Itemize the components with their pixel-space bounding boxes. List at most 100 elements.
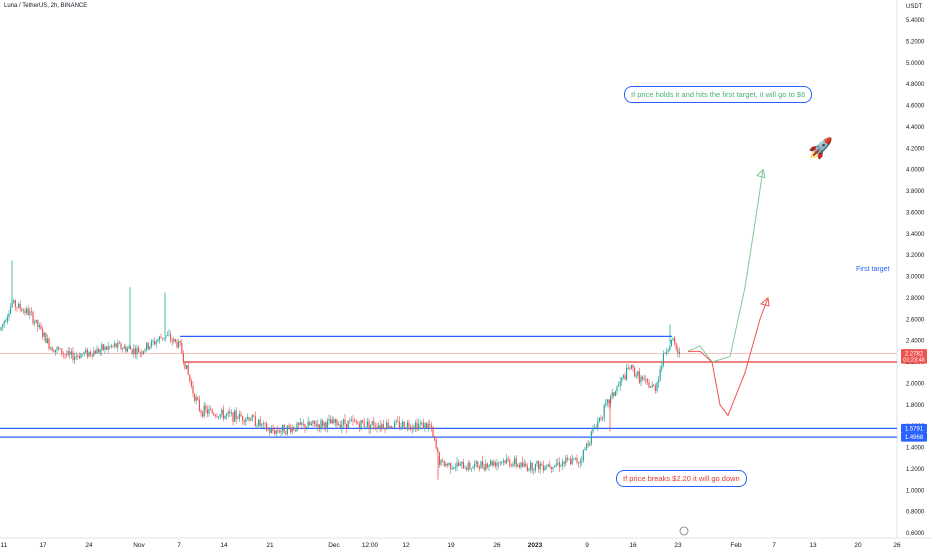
candle-body — [152, 341, 154, 342]
candle-body — [88, 351, 90, 357]
candle-body — [589, 443, 591, 446]
candle-body — [45, 332, 47, 344]
bullish-callout[interactable]: If price holds it and hits the first tar… — [624, 86, 813, 103]
candle-body — [59, 348, 61, 350]
candle-body — [483, 466, 485, 470]
candle-body — [301, 422, 303, 425]
bearish-callout[interactable]: If price breaks $2.20 it will go down — [616, 470, 747, 487]
candle-body — [277, 430, 279, 432]
candle-body — [270, 428, 272, 433]
candle-body — [29, 311, 31, 316]
candle-body — [581, 460, 583, 462]
candle-body — [363, 422, 365, 427]
candle-body — [339, 424, 341, 429]
candle-body — [488, 465, 490, 467]
candle-body — [213, 413, 215, 416]
y-tick-label: 1.2000 — [906, 467, 925, 473]
candle-body — [282, 424, 284, 431]
candle-body — [410, 426, 412, 430]
candle-body — [678, 351, 680, 354]
candle-body — [571, 458, 573, 465]
candle-body — [272, 428, 274, 431]
y-tick-label: 3.0000 — [906, 275, 925, 281]
candle-body — [168, 334, 170, 336]
candle-body — [619, 381, 621, 386]
candle-body — [459, 463, 461, 466]
candle-body — [128, 347, 130, 349]
candle-body — [56, 347, 58, 350]
candle-body — [502, 460, 504, 463]
candle-body — [242, 416, 244, 421]
candle-body — [256, 426, 258, 427]
candle-body — [178, 341, 180, 348]
candle-body — [190, 381, 192, 387]
y-tick-label: 3.2000 — [906, 253, 925, 259]
candle-body — [110, 345, 112, 347]
candle-body — [574, 457, 576, 459]
candle-body — [101, 344, 103, 351]
candle-body — [61, 348, 63, 354]
candle-body — [669, 346, 671, 351]
candle-body — [661, 365, 663, 370]
candle-body — [307, 421, 309, 428]
x-tick-label: 20 — [854, 542, 862, 549]
candle-body — [189, 374, 191, 382]
candle-body — [6, 317, 8, 322]
candle-body — [74, 356, 76, 360]
candle-body — [245, 418, 247, 423]
candle-body — [523, 463, 525, 467]
candle-body — [674, 338, 676, 344]
x-tick-label: Nov — [133, 542, 145, 549]
candle-body — [37, 319, 39, 327]
y-tick-label: 2.0000 — [906, 381, 925, 387]
candle-body — [438, 452, 440, 465]
candle-body — [587, 443, 589, 446]
candle-body — [352, 419, 354, 421]
candle-body — [157, 339, 159, 342]
candle-body — [210, 409, 212, 411]
x-tick-label: 24 — [85, 542, 93, 549]
candle-body — [416, 422, 418, 430]
candle-body — [618, 385, 620, 387]
candle-body — [347, 420, 349, 429]
candle-body — [632, 365, 634, 369]
bearish-projection — [688, 297, 769, 417]
x-tick-label: 26 — [893, 542, 901, 549]
candle-body — [136, 347, 138, 355]
candle-body — [531, 462, 533, 471]
candle-body — [117, 342, 119, 348]
candle-body — [664, 352, 666, 354]
candle-body — [557, 462, 559, 464]
candle-body — [501, 462, 503, 463]
candle-body — [299, 422, 301, 425]
candle-body — [106, 346, 108, 350]
candle-body — [120, 343, 122, 350]
candle-body — [222, 409, 224, 419]
candle-body — [515, 458, 517, 467]
candle-body — [504, 460, 506, 464]
candle-body — [22, 310, 24, 312]
candle-body — [510, 465, 512, 467]
candle-body — [578, 462, 580, 464]
x-tick-label: Feb — [730, 542, 742, 549]
candle-body — [354, 420, 356, 422]
candle-body — [16, 306, 18, 308]
candle-body — [237, 418, 239, 420]
candle-body — [491, 460, 493, 466]
candle-body — [386, 422, 388, 430]
candle-body — [160, 336, 162, 339]
candle-body — [30, 311, 32, 313]
candle-body — [667, 350, 669, 352]
candle-body — [133, 348, 135, 354]
countdown-tag-bg — [901, 355, 927, 364]
candle-body — [72, 351, 74, 360]
candle-body — [342, 419, 344, 425]
candle-body — [606, 399, 608, 403]
candle-body — [246, 417, 248, 419]
candle-body — [424, 422, 426, 429]
candle-body — [243, 420, 245, 423]
candle-body — [114, 343, 116, 346]
candle-body — [94, 351, 96, 354]
